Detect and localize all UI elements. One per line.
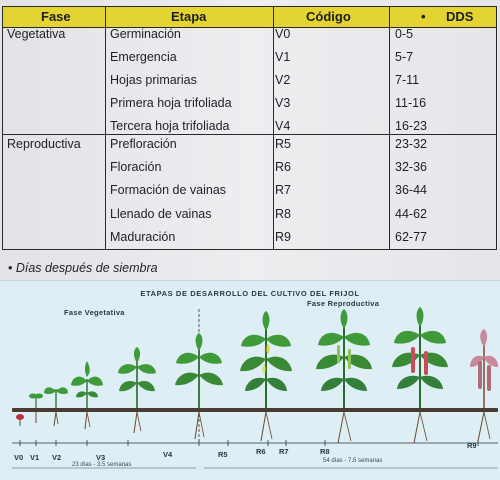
col-divider (273, 7, 274, 249)
dds-cell: 5-7 (395, 50, 414, 64)
codigo-cell: R8 (275, 207, 291, 221)
stage-label: R8 (320, 447, 330, 456)
plant-r8-pods (392, 307, 448, 444)
codigo-cell: V2 (275, 73, 291, 87)
stage-label: V0 (14, 453, 24, 462)
plant-v1 (29, 393, 43, 423)
diagram-art (12, 307, 498, 469)
stage-label: V4 (163, 450, 173, 459)
etapa-cell: Germinación (110, 27, 181, 41)
codigo-cell: R9 (275, 230, 291, 244)
dds-cell: 32-36 (395, 160, 427, 174)
codigo-cell: R5 (275, 137, 291, 151)
etapa-cell: Maduración (110, 230, 176, 244)
plant-v3 (71, 361, 103, 430)
codigo-cell: V4 (275, 119, 291, 133)
header-codigo: Código (306, 9, 351, 24)
phase-divider (3, 134, 496, 135)
plant-r5 (175, 333, 223, 440)
etapa-cell: Tercera hoja trifoliada (110, 119, 230, 133)
header-dds-bullet: • (421, 9, 426, 24)
header-etapa: Etapa (171, 9, 207, 24)
etapa-cell: Prefloración (110, 137, 177, 151)
etapa-cell: Hojas primarias (110, 73, 197, 87)
stage-label: V1 (30, 453, 40, 462)
col-divider (105, 7, 106, 249)
stage-label: R6 (256, 447, 266, 456)
stage-label: R7 (279, 447, 289, 456)
growth-diagram: ETAPAS DE DESARROLLO DEL CULTIVO DEL FRI… (0, 280, 500, 480)
phase-reproductiva: Reproductiva (7, 137, 81, 151)
plant-v2 (44, 387, 68, 427)
stage-label: V3 (96, 453, 106, 462)
codigo-cell: R7 (275, 183, 291, 197)
codigo-cell: V0 (275, 27, 291, 41)
phase-vegetativa: Vegetativa (7, 27, 66, 41)
dds-cell: 23-32 (395, 137, 427, 151)
codigo-cell: R6 (275, 160, 291, 174)
dds-cell: 0-5 (395, 27, 414, 41)
etapa-cell: Emergencia (110, 50, 177, 64)
etapa-cell: Primera hoja trifoliada (110, 96, 232, 110)
dds-cell: 44-62 (395, 207, 427, 221)
dds-cell: 7-11 (395, 73, 420, 87)
plant-v4 (118, 347, 156, 434)
dds-cell: 62-77 (395, 230, 427, 244)
veg-duration: 23 días - 3.5 semanas (72, 462, 132, 468)
header-fase: Fase (41, 9, 71, 24)
etapa-cell: Formación de vainas (110, 183, 227, 197)
dds-cell: 36-44 (395, 183, 427, 197)
footnote-dds: • Días después de siembra (8, 261, 158, 275)
diagram-title: ETAPAS DE DESARROLLO DEL CULTIVO DEL FRI… (140, 289, 360, 298)
plant-r9 (470, 329, 498, 442)
header-dds: DDS (446, 9, 474, 24)
etapa-cell: Llenado de vainas (110, 207, 212, 221)
rep-duration: 54 días - 7.5 semanas (323, 458, 383, 464)
stages-table: Fase Etapa Código • DDS Vegetativa Repro… (2, 6, 497, 250)
dds-cell: 16-23 (395, 119, 427, 133)
codigo-cell: V1 (275, 50, 291, 64)
col-divider (389, 7, 390, 249)
codigo-cell: V3 (275, 96, 291, 110)
phase-vegetativa-label: Fase Vegetativa (64, 308, 125, 317)
stage-label: R5 (218, 450, 228, 459)
etapa-cell: Floración (110, 160, 162, 174)
plant-r8 (316, 309, 372, 444)
stage-label: V2 (52, 453, 62, 462)
phase-reproductiva-label: Fase Reproductiva (307, 299, 380, 308)
plant-v0 (16, 414, 24, 426)
plant-r6 (240, 311, 292, 442)
stage-label: R9 (467, 441, 477, 450)
dds-cell: 11-16 (395, 96, 427, 110)
table-header: Fase Etapa Código • DDS (3, 7, 496, 28)
